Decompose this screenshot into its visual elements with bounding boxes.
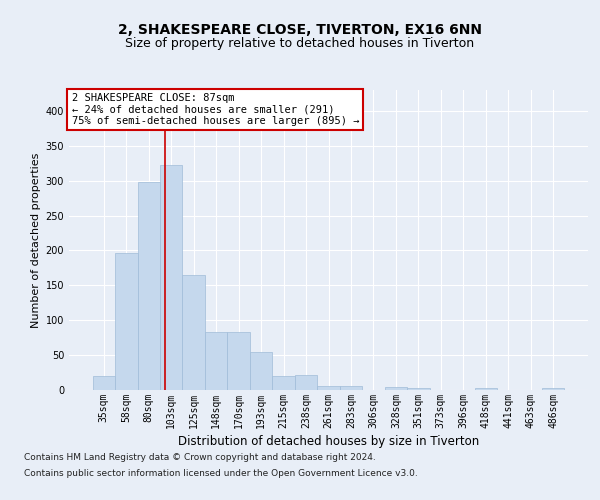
Text: 2, SHAKESPEARE CLOSE, TIVERTON, EX16 6NN: 2, SHAKESPEARE CLOSE, TIVERTON, EX16 6NN [118,22,482,36]
Bar [407,388,430,390]
Bar [92,376,115,390]
Text: Contains HM Land Registry data © Crown copyright and database right 2024.: Contains HM Land Registry data © Crown c… [24,454,376,462]
Bar [227,332,250,390]
Text: Contains public sector information licensed under the Open Government Licence v3: Contains public sector information licen… [24,468,418,477]
Bar [272,376,295,390]
Bar [137,182,160,390]
Bar [160,166,182,390]
Text: Size of property relative to detached houses in Tiverton: Size of property relative to detached ho… [125,38,475,51]
Bar [385,387,407,390]
Bar [317,386,340,390]
Bar [295,374,317,390]
Bar [542,388,565,390]
Y-axis label: Number of detached properties: Number of detached properties [31,152,41,328]
Text: 2 SHAKESPEARE CLOSE: 87sqm
← 24% of detached houses are smaller (291)
75% of sem: 2 SHAKESPEARE CLOSE: 87sqm ← 24% of deta… [71,93,359,126]
Bar [250,352,272,390]
Bar [340,386,362,390]
Bar [115,252,137,390]
Bar [182,275,205,390]
Bar [205,332,227,390]
Bar [475,388,497,390]
X-axis label: Distribution of detached houses by size in Tiverton: Distribution of detached houses by size … [178,435,479,448]
